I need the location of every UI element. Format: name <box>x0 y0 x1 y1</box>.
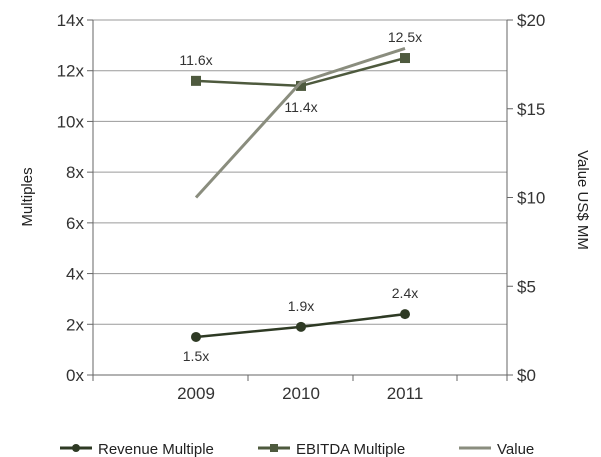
y-left-tick-label: 12x <box>57 62 85 81</box>
y-left-tick-label: 6x <box>66 214 84 233</box>
legend: Revenue Multiple EBITDA Multiple Value <box>60 441 534 457</box>
ebitda-multiple-data-label: 11.4x <box>284 99 317 115</box>
series-layer <box>191 46 410 342</box>
revenue-multiple-point <box>400 309 410 320</box>
y-axis-title-right: Value US$ MM <box>574 150 591 250</box>
ebitda-multiple-data-label: 11.6x <box>179 52 212 68</box>
x-tick-label: 2009 <box>177 384 215 403</box>
revenue-multiple-data-label: 1.9x <box>288 298 314 314</box>
y-left-tick-label: 0x <box>66 366 84 385</box>
axes: 0x 2x 4x 6x 8x 10x 12x 14x $0 $5 $10 $15 $20 2009 2010… <box>57 11 546 403</box>
legend-ebitda-multiple-marker <box>270 444 278 452</box>
y-right-tick-label: $5 <box>517 277 536 296</box>
y-right-tick-label: $10 <box>517 189 545 208</box>
grid <box>93 19 507 325</box>
ebitda-multiple-point <box>296 80 306 91</box>
revenue-multiple-point <box>296 321 306 332</box>
y-left-tick-label: 14x <box>57 11 85 30</box>
data-labels: 1.5x 1.9x 2.4x 11.6x 11.4x 12.5x <box>179 29 422 364</box>
x-tick-label: 2011 <box>387 384 424 403</box>
revenue-multiple-point <box>191 331 201 342</box>
x-tick-label: 2010 <box>282 384 320 403</box>
y-left-tick-label: 8x <box>66 163 84 182</box>
ebitda-multiple-point <box>191 75 201 86</box>
ebitda-multiple-point <box>400 53 410 64</box>
legend-revenue-multiple-marker <box>72 444 80 452</box>
revenue-multiple-data-label: 2.4x <box>392 285 418 301</box>
y-right-tick-label: $0 <box>517 366 536 385</box>
revenue-multiple-data-label: 1.5x <box>183 348 209 364</box>
y-left-tick-label: 10x <box>57 112 85 131</box>
y-left-tick-label: 4x <box>66 265 84 284</box>
y-axis-title-left: Multiples <box>19 167 36 226</box>
legend-value-label: Value <box>497 441 534 457</box>
legend-revenue-multiple-label: Revenue Multiple <box>98 441 214 457</box>
legend-ebitda-multiple-label: EBITDA Multiple <box>296 441 405 457</box>
y-right-tick-label: $20 <box>517 11 545 30</box>
y-left-tick-label: 2x <box>66 315 84 334</box>
ebitda-multiple-data-label: 12.5x <box>388 29 422 45</box>
y-right-tick-label: $15 <box>517 100 545 119</box>
value-line <box>194 46 406 199</box>
